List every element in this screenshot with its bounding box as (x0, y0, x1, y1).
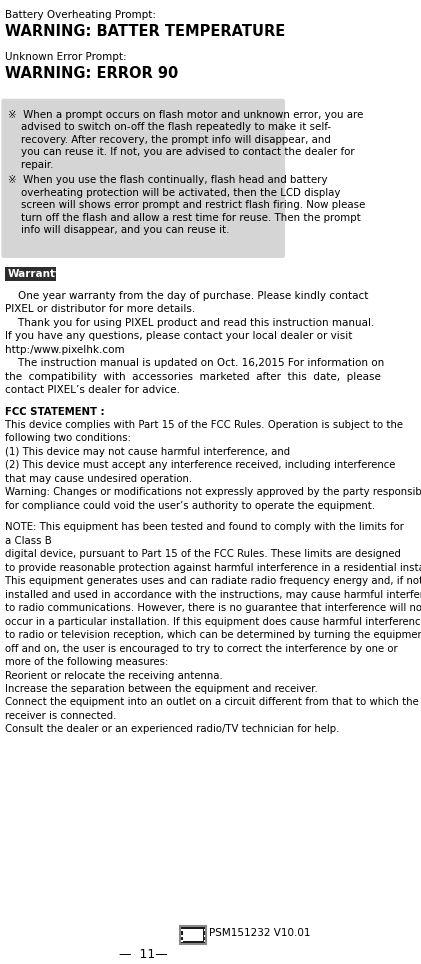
Bar (181, 929, 183, 931)
Bar (181, 940, 183, 942)
Text: WARNING: ERROR 90: WARNING: ERROR 90 (5, 66, 179, 81)
Bar (204, 940, 205, 942)
Text: PSM151232 V10.01: PSM151232 V10.01 (209, 928, 310, 938)
Text: occur in a particular installation. If this equipment does cause harmful interfe: occur in a particular installation. If t… (5, 617, 421, 627)
Text: NOTE: This equipment has been tested and found to comply with the limits for: NOTE: This equipment has been tested and… (5, 522, 404, 532)
Text: to radio or television reception, which can be determined by turning the equipme: to radio or television reception, which … (5, 630, 421, 640)
Bar (204, 935, 205, 937)
Text: receiver is connected.: receiver is connected. (5, 711, 117, 721)
Text: Thank you for using PIXEL product and read this instruction manual.: Thank you for using PIXEL product and re… (5, 318, 375, 328)
Text: that may cause undesired operation.: that may cause undesired operation. (5, 474, 192, 484)
Bar (5, 267, 56, 281)
Text: more of the following measures:: more of the following measures: (5, 657, 169, 667)
Text: installed and used in accordance with the instructions, may cause harmful interf: installed and used in accordance with th… (5, 590, 421, 600)
Bar (181, 935, 183, 937)
Text: screen will shows error prompt and restrict flash firing. Now please: screen will shows error prompt and restr… (8, 201, 365, 210)
Text: The instruction manual is updated on Oct. 16,2015 For information on: The instruction manual is updated on Oct… (5, 359, 385, 368)
Text: recovery. After recovery, the prompt info will disappear, and: recovery. After recovery, the prompt inf… (8, 135, 331, 145)
Text: advised to switch on-off the flash repeatedly to make it self-: advised to switch on-off the flash repea… (8, 122, 331, 132)
Text: This device complies with Part 15 of the FCC Rules. Operation is subject to the: This device complies with Part 15 of the… (5, 420, 403, 430)
Text: http:/www.pixelhk.com: http:/www.pixelhk.com (5, 345, 125, 355)
Text: digital device, pursuant to Part 15 of the FCC Rules. These limits are designed: digital device, pursuant to Part 15 of t… (5, 549, 401, 559)
Text: Reorient or relocate the receiving antenna.: Reorient or relocate the receiving anten… (5, 671, 223, 681)
Text: ※  When a prompt occurs on flash motor and unknown error, you are: ※ When a prompt occurs on flash motor an… (8, 110, 364, 120)
Text: contact PIXEL’s dealer for advice.: contact PIXEL’s dealer for advice. (5, 385, 180, 395)
FancyBboxPatch shape (1, 98, 285, 258)
Bar (204, 929, 205, 931)
Text: repair.: repair. (8, 160, 53, 170)
Bar (183, 929, 203, 941)
Text: PxL: PxL (184, 930, 202, 939)
Text: Unknown Error Prompt:: Unknown Error Prompt: (5, 52, 127, 62)
Text: to provide reasonable protection against harmful interference in a residential i: to provide reasonable protection against… (5, 563, 421, 573)
Text: One year warranty from the day of purchase. Please kindly contact: One year warranty from the day of purcha… (5, 291, 369, 301)
Text: info will disappear, and you can reuse it.: info will disappear, and you can reuse i… (8, 225, 229, 235)
Text: Warning: Changes or modifications not expressly approved by the party responsibl: Warning: Changes or modifications not ex… (5, 488, 421, 497)
Text: Warranty: Warranty (8, 269, 63, 279)
Text: off and on, the user is encouraged to try to correct the interference by one or: off and on, the user is encouraged to tr… (5, 644, 398, 654)
Text: PIXEL or distributor for more details.: PIXEL or distributor for more details. (5, 305, 196, 314)
Text: Consult the dealer or an experienced radio/TV technician for help.: Consult the dealer or an experienced rad… (5, 724, 340, 735)
Text: If you have any questions, please contact your local dealer or visit: If you have any questions, please contac… (5, 332, 353, 341)
Text: (2) This device must accept any interference received, including interference: (2) This device must accept any interfer… (5, 461, 396, 470)
Text: turn off the flash and allow a rest time for reuse. Then the prompt: turn off the flash and allow a rest time… (8, 212, 361, 223)
Text: FCC STATEMENT :: FCC STATEMENT : (5, 407, 105, 416)
Text: ※  When you use the flash continually, flash head and battery: ※ When you use the flash continually, fl… (8, 175, 328, 185)
Text: WARNING: BATTER TEMPERATURE: WARNING: BATTER TEMPERATURE (5, 24, 286, 39)
Text: a Class B: a Class B (5, 536, 52, 546)
Text: (1) This device may not cause harmful interference, and: (1) This device may not cause harmful in… (5, 447, 290, 457)
Text: Connect the equipment into an outlet on a circuit different from that to which t: Connect the equipment into an outlet on … (5, 698, 419, 708)
Text: the  compatibility  with  accessories  marketed  after  this  date,  please: the compatibility with accessories marke… (5, 372, 381, 382)
Text: to radio communications. However, there is no guarantee that interference will n: to radio communications. However, there … (5, 603, 421, 613)
Text: you can reuse it. If not, you are advised to contact the dealer for: you can reuse it. If not, you are advise… (8, 147, 355, 157)
Text: following two conditions:: following two conditions: (5, 434, 131, 443)
Text: Increase the separation between the equipment and receiver.: Increase the separation between the equi… (5, 684, 318, 694)
Text: —  11—: — 11— (119, 948, 168, 961)
Text: for compliance could void the user’s authority to operate the equipment.: for compliance could void the user’s aut… (5, 501, 376, 511)
Text: This equipment generates uses and can radiate radio frequency energy and, if not: This equipment generates uses and can ra… (5, 576, 421, 586)
Text: Battery Overheating Prompt:: Battery Overheating Prompt: (5, 10, 157, 20)
Bar (180, 925, 206, 944)
Text: overheating protection will be activated, then the LCD display: overheating protection will be activated… (8, 188, 341, 198)
